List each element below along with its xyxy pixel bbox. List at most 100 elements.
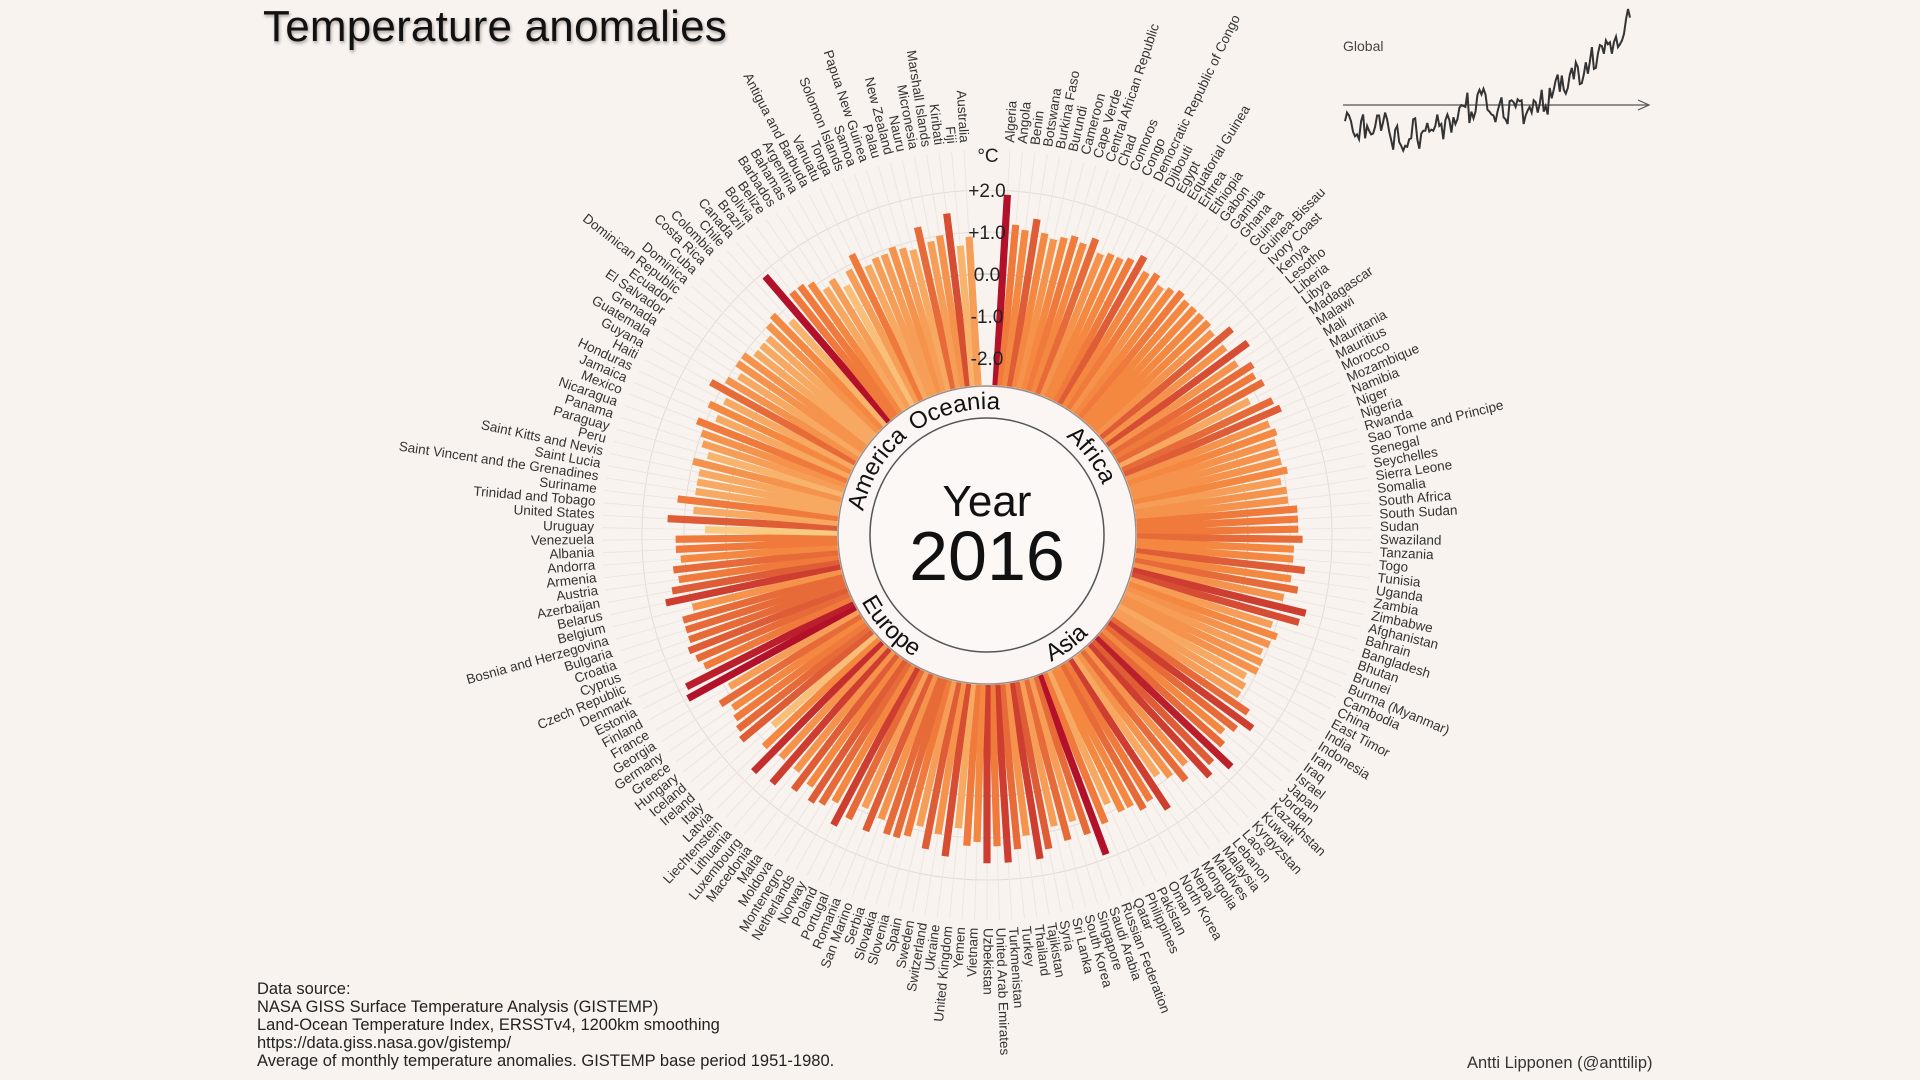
bar-thailand — [1002, 683, 1030, 836]
country-label: Uzbekistan — [980, 928, 995, 995]
bar-eritrea — [1066, 272, 1161, 412]
bar-latvia — [751, 639, 885, 775]
bar-burkina-faso — [1011, 232, 1049, 389]
bar-serbia — [882, 676, 943, 836]
bar-iran — [1108, 616, 1250, 716]
bar-united-kingdom — [954, 683, 977, 829]
bar-tonga — [864, 264, 930, 400]
bar-sri-lanka — [1017, 680, 1058, 827]
country-label: Angola — [1015, 101, 1034, 145]
bar-costa-rica — [765, 322, 882, 434]
bar-panama — [701, 440, 846, 493]
country-label: Fiji — [943, 126, 960, 145]
bar-sierra-leone — [1134, 486, 1288, 517]
bar-ethiopia — [1070, 284, 1164, 415]
bar-united-arab-emirates — [988, 684, 1001, 847]
bar-croatia — [688, 581, 847, 644]
axis-unit: °C — [977, 146, 998, 167]
bar-cape-verde — [1025, 235, 1079, 393]
bar-north-korea — [1058, 663, 1147, 811]
bar-qatar — [1040, 672, 1109, 825]
country-label: United Arab Emirates — [993, 928, 1012, 1056]
bar-philippines — [1045, 670, 1111, 806]
bar-solomon-islands — [871, 256, 935, 398]
bar-afghanistan — [1131, 567, 1307, 617]
bar-sweden — [921, 681, 962, 850]
bar-netherlands — [831, 663, 916, 804]
bar-mongolia — [1066, 658, 1171, 811]
bar-albania — [675, 538, 838, 553]
bar-south-sudan — [1136, 515, 1299, 531]
country-label: Suriname — [538, 474, 597, 496]
bar-belgium — [691, 567, 843, 611]
bar-vanuatu — [848, 252, 926, 402]
bar-dominica — [759, 342, 875, 442]
bar-pakistan — [1049, 668, 1126, 813]
bar-kuwait — [1089, 639, 1215, 766]
source-line: Land-Ocean Temperature Index, ERSSTv4, 1… — [257, 1016, 720, 1034]
country-label: Algeria — [1002, 100, 1020, 143]
axis-tick-label: +2.0 — [968, 181, 1006, 202]
inset-label: Global — [1343, 38, 1384, 54]
bar-marshall-islands — [936, 235, 968, 388]
bar-seychelles — [1133, 477, 1282, 512]
bar-finland — [686, 603, 858, 702]
bar-madagascar — [1108, 360, 1239, 453]
country-label: Australia — [954, 90, 972, 144]
bar-slovakia — [892, 677, 948, 839]
bar-mexico — [695, 417, 849, 484]
bar-montenegro — [818, 660, 912, 806]
bar-yemen — [963, 684, 981, 846]
bar-macedonia — [790, 652, 900, 792]
data-source-note: Data source: NASA GISS Surface Temperatu… — [257, 980, 834, 1070]
source-url[interactable]: https://data.giss.nasa.gov/gistemp/ — [257, 1034, 512, 1052]
axis-tick-label: -2.0 — [971, 349, 1004, 370]
bar-slovenia — [903, 679, 952, 837]
country-label: Albania — [549, 545, 595, 562]
country-label: Armenia — [546, 570, 598, 591]
bar-malaysia — [1074, 652, 1173, 779]
bar-sao-tome-and-principe — [1131, 457, 1282, 502]
bar-suriname — [677, 495, 839, 522]
bar-austria — [678, 552, 840, 584]
bar-bahrain — [1130, 572, 1300, 626]
bar-guatemala — [724, 376, 861, 462]
bar-niger — [1127, 428, 1278, 488]
country-label: United States — [513, 502, 595, 521]
bar-vietnam — [973, 684, 986, 843]
country-label: Vietnam — [964, 928, 981, 978]
bar-samoa — [880, 253, 939, 396]
bar-norway — [830, 665, 921, 827]
bar-rwanda — [1130, 448, 1280, 498]
country-label: Turkey — [1019, 925, 1038, 967]
bar-switzerland — [934, 682, 967, 835]
guide-line — [951, 151, 963, 263]
bar-bolivia — [797, 283, 900, 418]
bar-bulgaria — [684, 576, 846, 634]
bar-canada — [762, 273, 893, 424]
bar-uruguay — [704, 526, 838, 536]
bar-gabon — [1074, 287, 1175, 418]
bar-saint-kitts-and-nevis — [698, 469, 842, 507]
bar-colombia — [769, 312, 885, 431]
bar-malta — [806, 655, 904, 788]
bar-greece — [733, 620, 868, 722]
bar-oman — [1053, 665, 1134, 809]
bar-liechtenstein — [778, 642, 888, 760]
bar-sudan — [1136, 525, 1299, 536]
bar-tanzania — [1136, 538, 1295, 553]
bar-namibia — [1125, 420, 1271, 484]
bar-haiti — [723, 397, 856, 470]
bar-zimbabwe — [1133, 562, 1285, 602]
bar-burma-myanmar- — [1123, 590, 1264, 656]
bar-belize — [807, 281, 904, 415]
bar-syria — [1012, 681, 1053, 850]
country-label: Turkmenistan — [1006, 927, 1026, 1009]
bar-honduras — [707, 400, 853, 475]
bar-armenia — [672, 548, 839, 574]
country-label: Ukraine — [922, 924, 943, 972]
source-line: Average of monthly temperature anomalies… — [257, 1052, 835, 1070]
bar-tajikistan — [1007, 682, 1044, 860]
